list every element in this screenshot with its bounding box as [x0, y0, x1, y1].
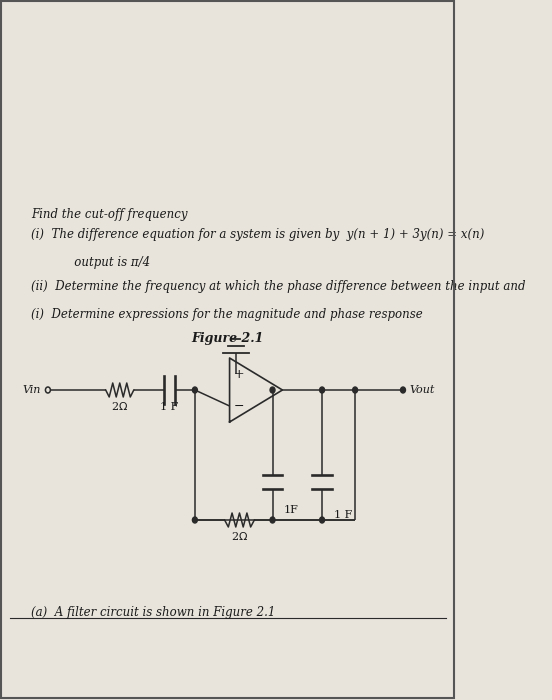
- Text: output is π/4: output is π/4: [48, 256, 150, 269]
- Text: (i)  Determine expressions for the magnitude and phase response: (i) Determine expressions for the magnit…: [31, 308, 423, 321]
- Text: 1 F: 1 F: [160, 402, 178, 412]
- Text: (ii)  Determine the frequency at which the phase difference between the input an: (ii) Determine the frequency at which th…: [31, 280, 526, 293]
- Text: 2$\Omega$: 2$\Omega$: [111, 400, 128, 412]
- Circle shape: [193, 387, 198, 393]
- Text: Find the cut-off frequency: Find the cut-off frequency: [31, 208, 188, 221]
- Circle shape: [193, 517, 198, 523]
- Text: Vout: Vout: [410, 385, 435, 395]
- Text: −: −: [233, 400, 244, 412]
- Circle shape: [320, 517, 325, 523]
- Text: 1 F: 1 F: [333, 510, 352, 520]
- Circle shape: [401, 387, 406, 393]
- Text: Vin: Vin: [23, 385, 41, 395]
- Circle shape: [270, 517, 275, 523]
- Text: (a)  A filter circuit is shown in Figure 2.1: (a) A filter circuit is shown in Figure …: [31, 606, 276, 619]
- Text: Figure 2.1: Figure 2.1: [192, 332, 264, 345]
- Text: 2$\Omega$: 2$\Omega$: [231, 530, 248, 542]
- Circle shape: [270, 387, 275, 393]
- Text: 1F: 1F: [284, 505, 299, 515]
- Text: (i)  The difference equation for a system is given by  y(n + 1) + 3y(n) = x(n): (i) The difference equation for a system…: [31, 228, 485, 241]
- Circle shape: [320, 387, 325, 393]
- Circle shape: [353, 387, 358, 393]
- Text: +: +: [233, 368, 245, 381]
